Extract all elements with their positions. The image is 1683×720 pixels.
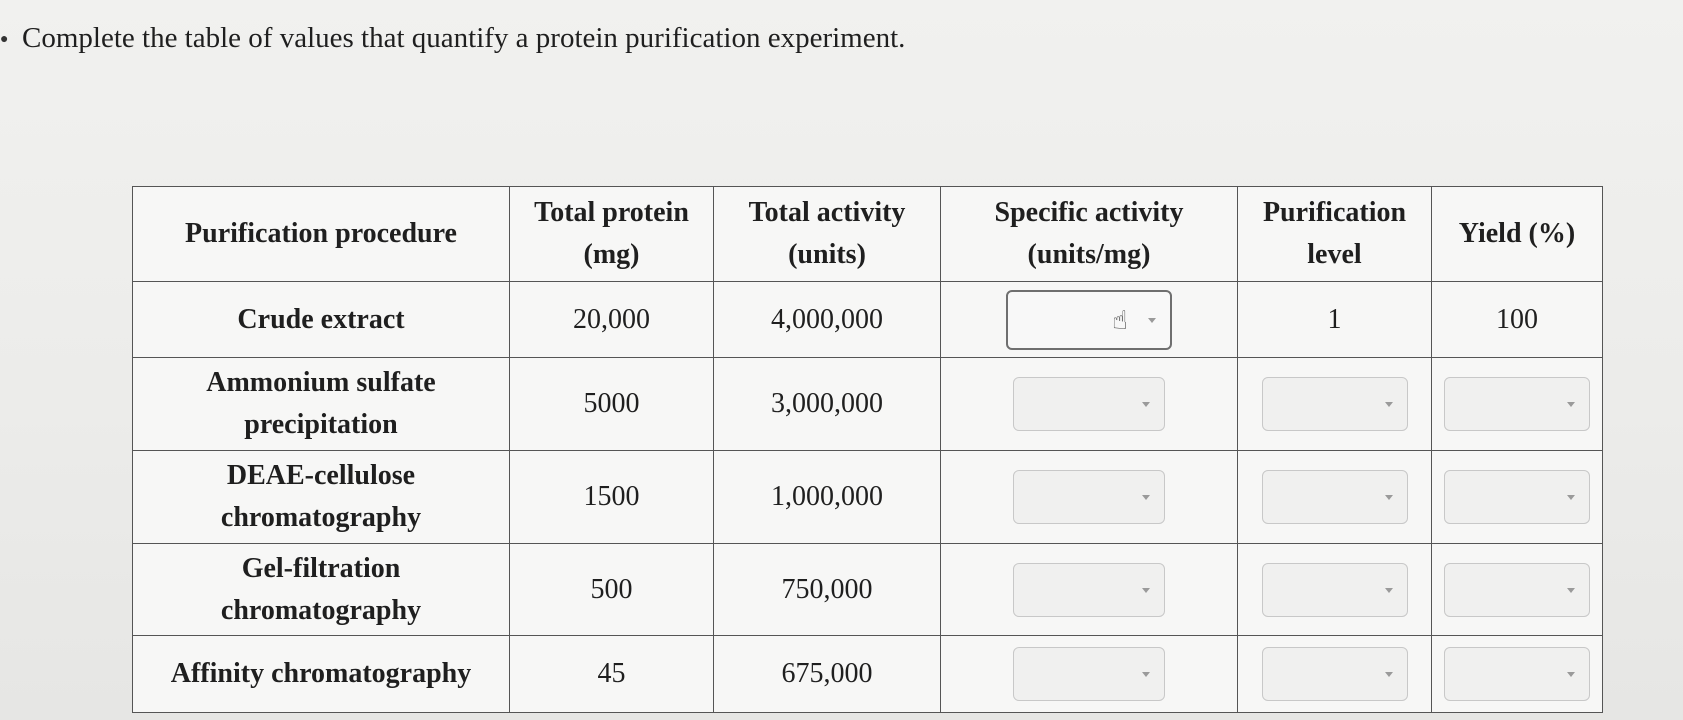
cell-specific-activity: ☝ <box>940 280 1238 359</box>
yield-dropdown[interactable] <box>1444 469 1590 524</box>
header-purification-level: Purification level <box>1237 186 1432 282</box>
cell-purification-level <box>1237 450 1432 544</box>
cell-total-activity: 1,000,000 <box>713 450 941 544</box>
cell-total-protein: 20,000 <box>509 280 714 359</box>
specific-activity-dropdown[interactable] <box>1013 377 1165 432</box>
header-total-protein: Total protein (mg) <box>509 186 714 282</box>
cell-specific-activity <box>940 357 1238 451</box>
chevron-down-icon <box>1384 402 1393 408</box>
purification-level-dropdown[interactable] <box>1261 562 1408 617</box>
chevron-down-icon <box>1567 494 1575 500</box>
header-total-activity: Total activity (units) <box>713 186 941 282</box>
cell-yield <box>1431 635 1603 713</box>
cell-yield <box>1431 357 1603 451</box>
cell-specific-activity <box>940 635 1238 713</box>
cell-yield <box>1431 542 1603 637</box>
chevron-down-icon <box>1567 587 1575 593</box>
table-row: Affinity chromatography 45 675,000 <box>132 635 1603 713</box>
chevron-down-icon <box>1142 402 1150 408</box>
hand-pointer-icon: ☝ <box>1112 305 1128 336</box>
cell-total-protein: 45 <box>509 635 714 713</box>
header-procedure: Purification procedure <box>132 186 510 282</box>
cell-total-activity: 675,000 <box>713 635 941 713</box>
header-yield: Yield (%) <box>1431 186 1603 282</box>
table-header-row: Purification procedure Total protein (mg)… <box>132 186 1603 282</box>
question-prompt: ● Complete the table of values that quant… <box>0 22 905 55</box>
specific-activity-dropdown[interactable] <box>1013 469 1165 524</box>
purification-table: Purification procedure Total protein (mg)… <box>132 186 1603 713</box>
specific-activity-dropdown[interactable]: ☝ <box>1006 289 1172 350</box>
cell-total-activity: 750,000 <box>713 542 941 637</box>
purification-level-dropdown[interactable] <box>1261 469 1408 524</box>
chevron-down-icon <box>1148 317 1156 323</box>
chevron-down-icon <box>1567 402 1575 408</box>
yield-dropdown[interactable] <box>1444 377 1590 432</box>
purification-level-dropdown[interactable] <box>1261 647 1408 702</box>
specific-activity-dropdown[interactable] <box>1013 562 1165 617</box>
cell-total-protein: 500 <box>509 542 714 637</box>
cell-procedure: Crude extract <box>132 280 510 359</box>
chevron-down-icon <box>1142 587 1150 593</box>
specific-activity-dropdown[interactable] <box>1013 647 1165 702</box>
chevron-down-icon <box>1142 494 1150 500</box>
table-row: DEAE-cellulose chromatography 1500 1,000,… <box>132 450 1603 544</box>
yield-dropdown[interactable] <box>1444 647 1590 702</box>
table-row: Gel-filtration chromatography 500 750,000 <box>132 542 1603 637</box>
cell-total-activity: 4,000,000 <box>713 280 941 359</box>
cell-yield <box>1431 450 1603 544</box>
yield-dropdown[interactable] <box>1444 562 1590 617</box>
chevron-down-icon <box>1384 672 1393 678</box>
cell-procedure: Ammonium sulfate precipitation <box>132 357 510 451</box>
cell-purification-level <box>1237 635 1432 713</box>
chevron-down-icon <box>1567 672 1575 678</box>
table-row: Crude extract 20,000 4,000,000 ☝ 1 100 <box>132 280 1603 359</box>
cell-procedure: DEAE-cellulose chromatography <box>132 450 510 544</box>
chevron-down-icon <box>1384 587 1393 593</box>
cell-total-protein: 5000 <box>509 357 714 451</box>
cell-specific-activity <box>940 450 1238 544</box>
table-row: Ammonium sulfate precipitation 5000 3,000… <box>132 357 1603 451</box>
chevron-down-icon <box>1142 672 1150 678</box>
cell-procedure: Gel-filtration chromatography <box>132 542 510 637</box>
cell-purification-level <box>1237 357 1432 451</box>
question-text: Complete the table of values that quanti… <box>22 22 906 54</box>
cell-procedure: Affinity chromatography <box>132 635 510 713</box>
cell-total-activity: 3,000,000 <box>713 357 941 451</box>
header-specific-activity: Specific activity (units/mg) <box>940 186 1238 282</box>
bullet-icon: ● <box>0 32 9 48</box>
cell-yield: 100 <box>1431 280 1603 359</box>
cell-purification-level: 1 <box>1237 280 1432 359</box>
cell-total-protein: 1500 <box>509 450 714 544</box>
chevron-down-icon <box>1384 494 1393 500</box>
purification-level-dropdown[interactable] <box>1261 377 1408 432</box>
cell-specific-activity <box>940 542 1238 637</box>
cell-purification-level <box>1237 542 1432 637</box>
